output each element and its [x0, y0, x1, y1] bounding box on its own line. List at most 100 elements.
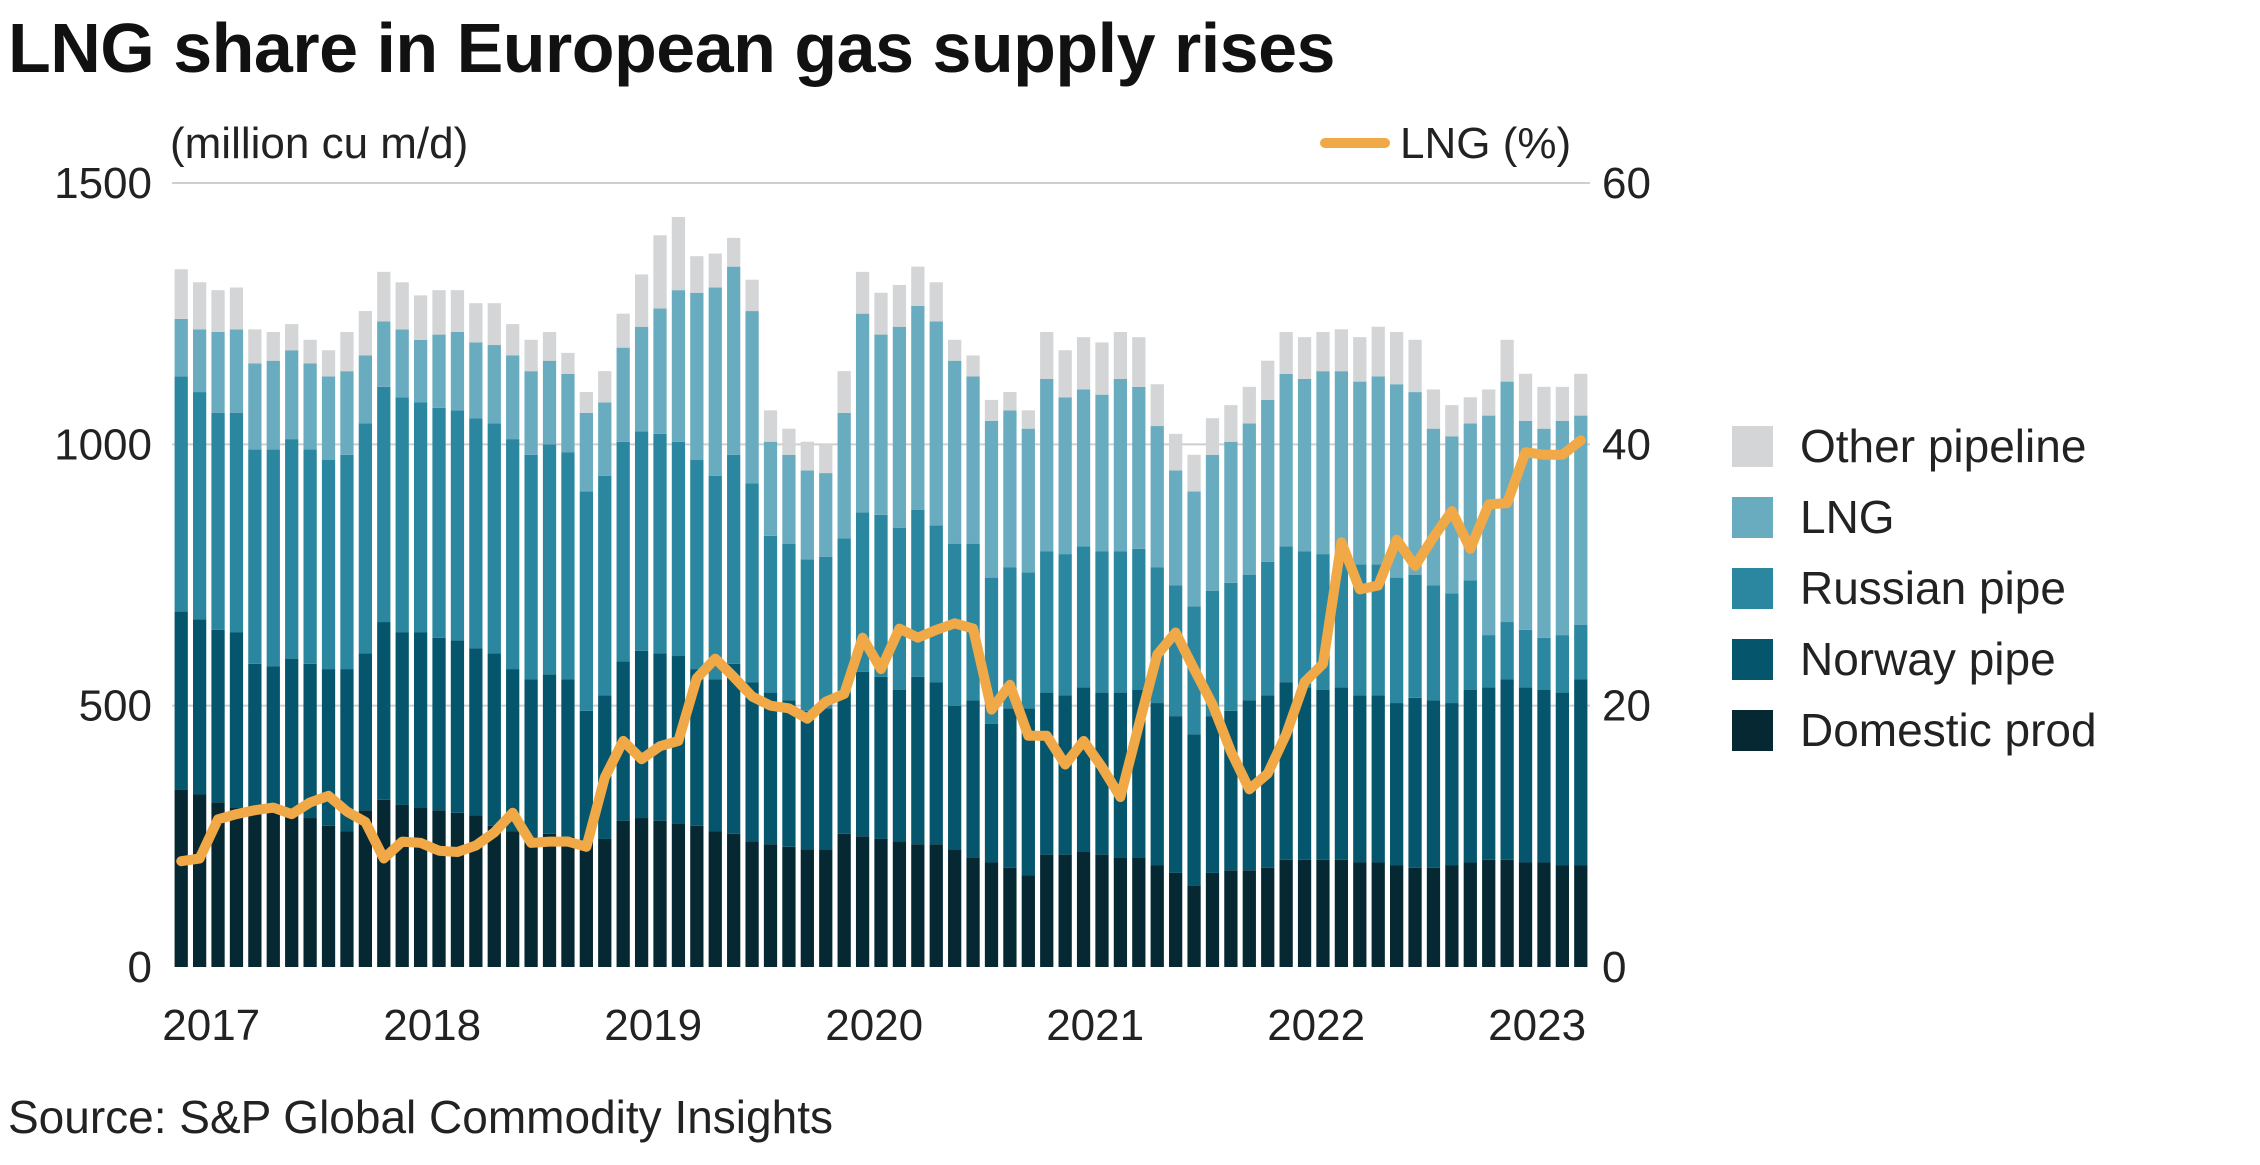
- bar-domestic-prod: [1500, 859, 1514, 967]
- bar-domestic-prod: [1408, 867, 1422, 967]
- bar-domestic-prod: [745, 841, 759, 967]
- x-tick-label: 2023: [1488, 1001, 1586, 1050]
- bar-domestic-prod: [892, 841, 907, 967]
- bar-domestic-prod: [1555, 865, 1570, 967]
- bar-norway-pipe: [800, 710, 814, 850]
- bar-other-pipeline: [855, 271, 870, 314]
- bar-lng: [1095, 394, 1109, 552]
- bar-domestic-prod: [1261, 867, 1275, 967]
- bar-russian-pipe: [634, 431, 649, 651]
- bar-lng: [285, 350, 299, 440]
- bar-other-pipeline: [1261, 360, 1275, 400]
- bar-domestic-prod: [358, 810, 372, 967]
- bar-russian-pipe: [763, 535, 778, 693]
- bar-lng: [266, 360, 280, 450]
- bar-russian-pipe: [653, 433, 667, 654]
- x-tick-label: 2018: [383, 1001, 481, 1050]
- bar-norway-pipe: [653, 653, 667, 821]
- bar-other-pipeline: [929, 282, 943, 322]
- bar-other-pipeline: [598, 371, 612, 403]
- bar-norway-pipe: [1463, 689, 1477, 863]
- bar-russian-pipe: [1371, 564, 1385, 696]
- bar-lng: [579, 412, 593, 492]
- bar-domestic-prod: [837, 833, 851, 967]
- bar-domestic-prod: [524, 836, 538, 967]
- bar-russian-pipe: [598, 475, 612, 696]
- bar-domestic-prod: [506, 831, 520, 967]
- bar-russian-pipe: [1076, 546, 1091, 688]
- bar-norway-pipe: [911, 676, 925, 845]
- bar-russian-pipe: [837, 538, 851, 693]
- bar-domestic-prod: [616, 820, 630, 967]
- bar-other-pipeline: [340, 331, 354, 372]
- bar-domestic-prod: [413, 807, 428, 967]
- bar-russian-pipe: [1537, 637, 1551, 690]
- bar-russian-pipe: [855, 512, 870, 672]
- bar-lng: [340, 371, 354, 455]
- bar-norway-pipe: [1555, 692, 1570, 866]
- x-tick-label: 2019: [604, 1001, 702, 1050]
- bar-domestic-prod: [1187, 885, 1201, 967]
- bar-domestic-prod: [1316, 859, 1330, 967]
- bar-russian-pipe: [285, 439, 299, 659]
- bar-lng: [690, 292, 704, 461]
- bar-russian-pipe: [616, 441, 630, 662]
- bar-domestic-prod: [727, 833, 741, 967]
- bar-other-pipeline: [671, 216, 686, 291]
- bar-lng: [948, 360, 962, 544]
- bar-russian-pipe: [377, 386, 391, 623]
- bar-other-pipeline: [1279, 331, 1293, 374]
- bar-russian-pipe: [819, 556, 833, 709]
- bar-other-pipeline: [800, 441, 814, 471]
- bar-other-pipeline: [1463, 397, 1477, 424]
- bar-russian-pipe: [1297, 551, 1312, 688]
- bar-other-pipeline: [1555, 386, 1570, 421]
- bar-other-pipeline: [745, 279, 759, 312]
- bar-lng: [1224, 441, 1238, 583]
- left-tick-label: 1000: [54, 420, 152, 469]
- x-tick-label: 2017: [162, 1001, 260, 1050]
- bar-russian-pipe: [708, 475, 722, 680]
- bar-norway-pipe: [855, 671, 870, 837]
- bar-russian-pipe: [506, 439, 520, 670]
- bar-lng: [800, 470, 814, 560]
- bar-other-pipeline: [1003, 392, 1017, 411]
- bar-norway-pipe: [1316, 689, 1330, 860]
- bar-norway-pipe: [413, 632, 428, 808]
- bar-norway-pipe: [1169, 716, 1183, 873]
- bar-domestic-prod: [1537, 862, 1551, 967]
- bar-lng: [1113, 379, 1128, 552]
- bar-other-pipeline: [1482, 389, 1496, 416]
- bar-russian-pipe: [1058, 554, 1072, 696]
- bar-norway-pipe: [819, 708, 833, 850]
- bar-other-pipeline: [1224, 405, 1238, 442]
- bar-norway-pipe: [1408, 697, 1422, 868]
- bar-norway-pipe: [1040, 692, 1054, 855]
- legend-swatch: [1732, 426, 1773, 467]
- bar-domestic-prod: [1040, 854, 1054, 967]
- bar-domestic-prod: [1463, 862, 1477, 967]
- bar-other-pipeline: [1537, 386, 1551, 429]
- bar-norway-pipe: [340, 669, 354, 832]
- lng-share-line-path: [176, 435, 1586, 867]
- bar-other-pipeline: [1113, 331, 1128, 379]
- bar-domestic-prod: [1371, 862, 1385, 967]
- bar-norway-pipe: [1076, 687, 1091, 853]
- bar-norway-pipe: [1058, 695, 1072, 855]
- bar-domestic-prod: [229, 807, 244, 967]
- bar-russian-pipe: [966, 543, 980, 701]
- bar-lng: [377, 321, 391, 387]
- bar-lng: [1169, 470, 1183, 586]
- bar-domestic-prod: [855, 836, 870, 967]
- bar-other-pipeline: [727, 237, 741, 267]
- source-note: Source: S&P Global Commodity Insights: [8, 1091, 833, 1143]
- bar-other-pipeline: [450, 290, 465, 332]
- right-tick-label: 20: [1602, 682, 1651, 731]
- bar-norway-pipe: [1003, 708, 1017, 868]
- bar-norway-pipe: [837, 692, 851, 834]
- bar-russian-pipe: [340, 454, 354, 670]
- bar-lng: [1482, 415, 1496, 636]
- bar-other-pipeline: [966, 355, 980, 377]
- bar-domestic-prod: [285, 815, 299, 967]
